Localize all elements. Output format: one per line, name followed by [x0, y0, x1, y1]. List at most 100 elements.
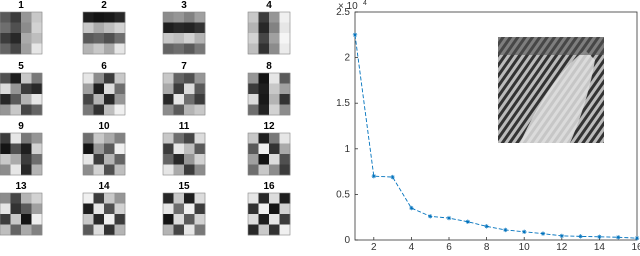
patch-pixel	[173, 33, 185, 44]
patch-pixel	[163, 33, 174, 44]
patch-pixel	[31, 154, 43, 165]
patch-pixel	[248, 143, 259, 155]
patch-label: 16	[263, 181, 275, 192]
patch-pixel	[163, 143, 174, 155]
patch-pixel	[248, 133, 259, 144]
patch-pixel	[104, 22, 115, 34]
patch-pixel	[173, 224, 185, 236]
patch-border	[82, 72, 126, 116]
point-marker	[446, 215, 452, 221]
patch-pixel	[163, 133, 174, 144]
patch-pixel	[83, 193, 94, 204]
patch-pixel	[83, 22, 94, 34]
patch-label: 7	[181, 61, 187, 72]
patch-pixel	[248, 193, 259, 204]
patch-pixel	[194, 33, 206, 44]
patch-pixel	[0, 203, 11, 215]
patch-pixel	[163, 73, 174, 84]
patch-pixel	[83, 33, 94, 44]
patch-pixel	[163, 193, 174, 204]
patch-pixel	[163, 214, 174, 225]
x-tick-label: 14	[594, 242, 606, 251]
patch-pixel	[184, 104, 195, 116]
patch-pixel	[21, 133, 32, 144]
patch-pixel	[104, 164, 115, 176]
x-tick-label: 2	[371, 242, 377, 251]
patch-pixel	[269, 43, 280, 55]
point-marker	[371, 173, 376, 179]
point-marker	[597, 234, 602, 240]
patch-pixel	[83, 73, 94, 84]
point-marker	[390, 174, 395, 180]
patch-pixel	[173, 214, 185, 225]
patch-border	[82, 192, 126, 236]
patch-pixel	[279, 133, 291, 144]
patch-pixel	[104, 83, 115, 95]
patch-pixel	[10, 193, 22, 204]
patch-pixel	[248, 224, 259, 236]
patch-pixel	[93, 12, 105, 23]
patch-pixel	[10, 83, 22, 95]
patch-pixel	[104, 224, 115, 236]
patch-pixel	[279, 12, 291, 23]
point-marker	[540, 231, 546, 236]
patch-pixel	[173, 193, 185, 204]
patch-pixel	[104, 214, 115, 225]
patch-pixel	[163, 83, 174, 95]
patch-pixel	[31, 33, 43, 44]
y-tick-label: 1.5	[336, 98, 350, 109]
patch-border	[162, 72, 206, 116]
patch-label: 12	[263, 121, 275, 132]
patch-pixel	[31, 104, 43, 116]
patch-pixel	[163, 12, 174, 23]
patch-pixel	[21, 164, 32, 176]
patch-pixel	[279, 193, 291, 204]
patch-pixel	[31, 214, 43, 225]
patch-pixel	[194, 83, 206, 95]
patch-pixel	[10, 143, 22, 155]
patch-pixel	[21, 104, 32, 116]
patch-pixel	[184, 22, 195, 34]
patch-label: 10	[98, 121, 110, 132]
patch-pixel	[173, 12, 185, 23]
patch-border	[0, 192, 43, 236]
patch-pixel	[248, 203, 259, 215]
patch-pixel	[93, 94, 105, 105]
patch-pixel	[93, 22, 105, 34]
patch-pixel	[279, 154, 291, 165]
patch-pixel	[248, 214, 259, 225]
patch-pixel	[279, 22, 291, 34]
patch-pixel	[21, 33, 32, 44]
patch-pixel	[0, 94, 11, 105]
patch-pixel	[194, 203, 206, 215]
patch-pixel	[248, 83, 259, 95]
patch-pixel	[258, 143, 270, 155]
patch-pixel	[269, 164, 280, 176]
patch-pixel	[258, 224, 270, 236]
patch-pixel	[114, 33, 126, 44]
patch-pixel	[31, 83, 43, 95]
patch-label: 14	[98, 181, 110, 192]
patch-pixel	[104, 193, 115, 204]
patch-pixel	[114, 12, 126, 23]
patch-pixel	[93, 33, 105, 44]
patch-pixel	[184, 193, 195, 204]
patch-pixel	[269, 154, 280, 165]
patch-label: 3	[181, 0, 187, 11]
patch-pixel	[194, 12, 206, 23]
patch-pixel	[258, 154, 270, 165]
patch-pixel	[93, 104, 105, 116]
patch-pixel	[194, 193, 206, 204]
y-tick-label: 2.5	[336, 7, 350, 18]
patch-pixel	[279, 164, 291, 176]
y-multiplier-power: 4	[363, 0, 367, 7]
patch-pixel	[194, 224, 206, 236]
patch-pixel	[269, 22, 280, 34]
patch-pixel	[114, 94, 126, 105]
patch-pixel	[184, 83, 195, 95]
patch-pixel	[184, 214, 195, 225]
patch-pixel	[173, 133, 185, 144]
patch-pixel	[0, 193, 11, 204]
patch-label: 9	[18, 121, 24, 132]
